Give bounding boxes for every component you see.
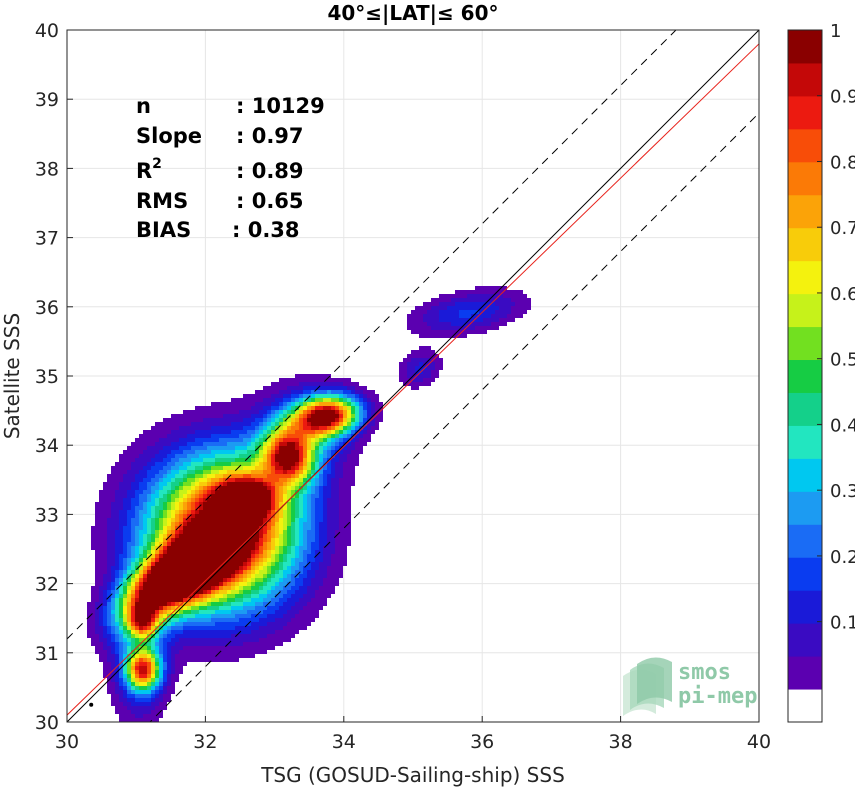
x-tick-label: 30 [55,731,79,753]
stat-rms-label: RMS [136,189,188,213]
y-tick-label: 32 [35,574,59,596]
y-tick-label: 37 [35,228,59,250]
colorbar-segment [788,62,822,97]
colorbar-segment [788,458,822,492]
y-tick-label: 36 [35,297,59,319]
y-tick-label: 40 [35,20,59,42]
colorbar-tick-label: 1 [830,21,841,42]
stat-r2-sup: 2 [152,156,162,172]
x-tick-label: 38 [609,731,633,753]
colorbar-segment [788,227,822,262]
colorbar-ticks: 0.1 0.2 0.3 0.4 0.5 0.6 0.7 0.8 0.9 1 [817,21,855,634]
one-to-one-line [67,30,759,722]
stat-r2-value: : 0.89 [236,159,304,183]
y-tick-label: 33 [35,504,59,526]
colorbar-segment [788,590,822,624]
colorbar-segment [788,557,822,591]
colorbar-segment [788,491,822,525]
stat-n-value: : 10129 [236,94,325,118]
offset-line [149,112,759,722]
logo-text-smos: smos [678,660,731,685]
colorbar-tick-label: 0.3 [830,481,855,502]
stat-n-label: n [136,94,151,118]
stats-box: n : 10129 Slope : 0.97 R2 : 0.89 RMS : 0… [136,94,325,242]
stat-rms-value: : 0.65 [236,189,304,213]
reference-lines [67,30,759,722]
x-tick-label: 32 [193,731,217,753]
density-contours [87,286,531,722]
x-tick-label: 40 [747,731,771,753]
outlier-point [89,702,94,707]
colorbar-segment [788,161,822,196]
colorbar-segment [788,524,822,558]
chart-title: 40°≤|LAT|≤ 60° [327,1,498,25]
colorbar-segment [788,293,822,328]
colorbar-segment [788,194,822,229]
colorbar-segment [788,95,822,130]
y-tick-label: 38 [35,158,59,180]
colorbar-tick-label: 0.6 [830,284,855,305]
regression-line [67,43,759,716]
y-axis-ticks: 30 31 32 33 34 35 36 37 38 39 40 [35,20,73,734]
density-level-10 [119,398,355,690]
y-tick-label: 30 [35,712,59,734]
x-axis-ticks: 30 32 34 36 38 40 [55,716,771,753]
density-level-8 [115,394,359,690]
density-level-18 [131,406,343,678]
colorbar-segment [788,425,822,459]
colorbar-segment [788,689,822,723]
stat-slope-label: Slope [136,124,202,148]
colorbar-tick-label: 0.4 [830,415,855,436]
stat-bias-label: BIAS [136,218,191,242]
logo-wave-icon [623,657,672,716]
y-tick-label: 39 [35,89,59,111]
colorbar [788,30,822,723]
colorbar-segment [788,326,822,361]
colorbar-segment [788,623,822,657]
colorbar-segment [788,656,822,690]
x-tick-label: 36 [470,731,494,753]
y-tick-label: 35 [35,366,59,388]
y-axis-label: Satellite SSS [0,313,24,439]
stat-bias-value: : 0.38 [232,218,300,242]
colorbar-segment [788,128,822,163]
colorbar-tick-label: 0.8 [830,152,855,173]
colorbar-tick-label: 0.7 [830,218,855,239]
density-level-20 [135,410,339,626]
colorbar-frame [787,29,823,723]
logo-text-pimep: pi-mep [678,684,757,709]
y-tick-label: 34 [35,435,59,457]
colorbar-tick-label: 0.1 [830,613,855,634]
x-axis-label: TSG (GOSUD-Sailing-ship) SSS [260,763,565,787]
colorbar-segment [788,392,822,426]
colorbar-tick-label: 0.9 [830,87,855,108]
offset-line [67,30,677,640]
colorbar-segment [788,359,822,393]
colorbar-tick-label: 0.2 [830,547,855,568]
stat-r2-label: R2 [136,156,162,183]
density-level-1 [87,286,531,722]
density-level-6 [111,390,363,694]
colorbar-segment [788,260,822,295]
colorbar-segment [788,30,822,64]
smos-pimep-logo: smos pi-mep [623,657,757,716]
x-tick-label: 34 [332,731,356,753]
y-tick-label: 31 [35,643,59,665]
colorbar-tick-label: 0.5 [830,350,855,371]
density-level-11 [123,398,355,686]
stat-slope-value: : 0.97 [236,124,304,148]
stat-r2-base: R [136,159,152,183]
